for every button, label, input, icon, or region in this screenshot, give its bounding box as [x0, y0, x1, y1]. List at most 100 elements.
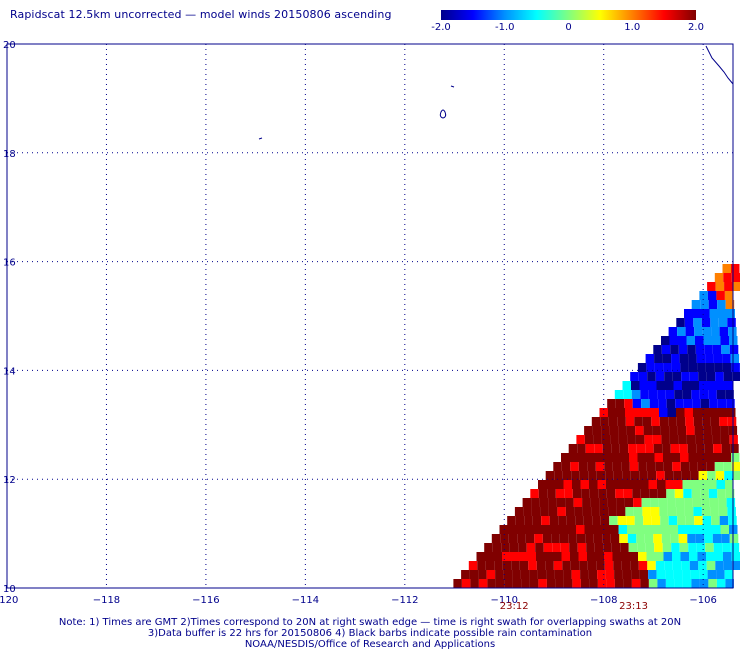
swath-cell — [652, 525, 661, 534]
swath-cell — [684, 498, 693, 507]
swath-cell — [631, 579, 641, 588]
swath-cell — [584, 426, 593, 435]
swath-cell — [670, 444, 680, 453]
swath-cell — [517, 534, 526, 543]
swath-cell — [722, 354, 731, 363]
swath-cell — [625, 408, 634, 417]
swath-cell — [681, 561, 690, 570]
swath-cell — [631, 390, 641, 399]
swath-cell — [616, 408, 625, 417]
swath-cell — [534, 534, 543, 543]
swath-cell — [710, 507, 719, 516]
swath-cell — [571, 471, 580, 480]
swath-cell — [687, 534, 696, 543]
swath-cell — [661, 534, 671, 543]
swath-cell — [545, 471, 555, 480]
swath-cell — [724, 570, 734, 579]
swath-cell — [708, 300, 718, 309]
swath-cell — [713, 543, 723, 552]
swath-cell — [603, 543, 612, 552]
swath-cell — [564, 489, 573, 498]
swath-cell — [614, 480, 623, 489]
swath-cell — [667, 408, 676, 417]
swath-cell — [677, 516, 686, 525]
swath-cell — [715, 282, 725, 291]
swath-cell — [621, 561, 631, 570]
swath-cell — [570, 552, 579, 561]
swath-cell — [678, 525, 687, 534]
swath-cell — [578, 552, 587, 561]
swath-cell — [612, 462, 622, 471]
swath-cell — [672, 561, 682, 570]
swath-cell — [723, 273, 732, 282]
swath-cell — [595, 552, 604, 561]
swath-cell — [704, 534, 713, 543]
swath-cell — [633, 408, 642, 417]
swath-cell — [676, 417, 686, 426]
swath-cell — [722, 453, 731, 462]
swath-cell — [710, 417, 720, 426]
swath-cell — [529, 570, 538, 579]
swath-cell — [674, 390, 683, 399]
swath-cell — [533, 525, 542, 534]
swath-cell — [701, 318, 711, 327]
swath-cell — [681, 471, 691, 480]
swath-cell — [643, 516, 652, 525]
swath-cell — [718, 507, 728, 516]
coastline — [258, 45, 734, 140]
swath-cell — [647, 372, 656, 381]
swath-cell — [614, 570, 623, 579]
swath-cell — [705, 354, 714, 363]
swath-cell — [512, 570, 521, 579]
swath-cell — [645, 543, 655, 552]
swath-cell — [729, 534, 739, 543]
swath-cell — [592, 426, 602, 435]
swath-cell — [664, 471, 674, 480]
swath-cell — [647, 561, 656, 570]
swath-cell — [725, 489, 735, 498]
swath-cell — [689, 462, 698, 471]
swath-cell — [639, 570, 649, 579]
swath-cell — [717, 489, 726, 498]
swath-cell — [635, 426, 644, 435]
swath-cell — [538, 579, 547, 588]
swath-cell — [697, 453, 706, 462]
swath-cell — [702, 327, 712, 336]
swath-cell — [686, 435, 696, 444]
swath-cell — [709, 399, 718, 408]
swath-cell — [606, 489, 616, 498]
swath-cell — [703, 336, 712, 345]
swath-cell — [580, 579, 590, 588]
colorbar-tick-label: 2.0 — [688, 22, 704, 33]
swath-cell — [650, 408, 659, 417]
swath-cell — [623, 390, 632, 399]
swath-cell — [660, 516, 669, 525]
swath-cell — [726, 309, 735, 318]
swath-cell — [580, 570, 589, 579]
swath-cell — [701, 408, 710, 417]
swath-cell — [622, 570, 632, 579]
island-outline — [450, 85, 455, 88]
swath-cell — [522, 498, 532, 507]
swath-cell — [677, 426, 687, 435]
swath-cell — [461, 579, 471, 588]
swath-cell — [628, 543, 638, 552]
swath-cell — [553, 552, 562, 561]
swath-cell — [716, 570, 725, 579]
swath-cell — [615, 399, 625, 408]
swath-cell — [693, 318, 702, 327]
swath-cell — [654, 354, 663, 363]
lon-tick-label: -120 — [0, 595, 18, 606]
swath-cell — [547, 489, 556, 498]
swath-cell — [562, 561, 571, 570]
swath-cell — [673, 570, 683, 579]
swath-cell — [655, 372, 665, 381]
swath-cell — [676, 318, 685, 327]
swath-cell — [668, 516, 678, 525]
swath-cell — [678, 435, 687, 444]
swath-cell — [699, 480, 708, 489]
swath-cell — [560, 543, 570, 552]
swath-cell — [680, 462, 690, 471]
swath-cell — [608, 408, 617, 417]
swath-cell — [692, 399, 701, 408]
